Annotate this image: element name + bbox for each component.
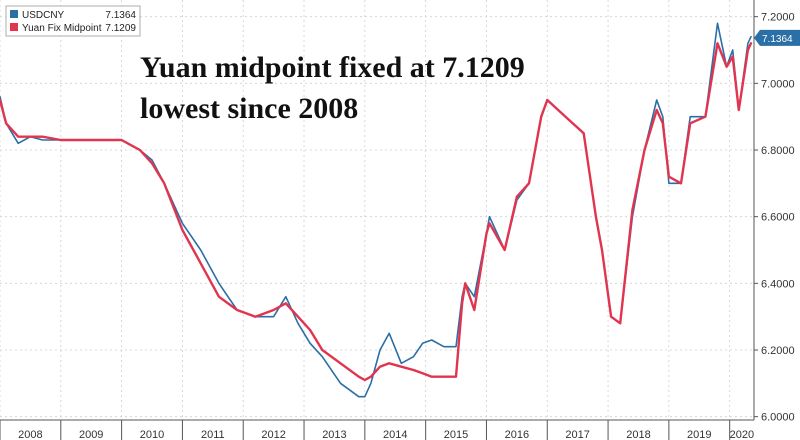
- legend-swatch-usdcny: [10, 10, 18, 18]
- grid: [0, 0, 754, 420]
- y-tick-label: 6.0000: [761, 412, 795, 424]
- legend-swatch-yuan-fix: [10, 23, 18, 31]
- legend-label-yuan-fix: Yuan Fix Midpoint: [22, 23, 102, 34]
- legend-value-yuan-fix: 7.1209: [105, 23, 136, 34]
- y-tick-label: 6.6000: [761, 212, 795, 224]
- legend-box: [5, 5, 141, 37]
- x-tick-label: 2018: [626, 429, 650, 440]
- legend-label-usdcny: USDCNY: [22, 10, 65, 21]
- x-tick-label: 2017: [565, 429, 589, 440]
- x-tick-label: 2016: [505, 429, 529, 440]
- y-tick-label: 6.8000: [761, 145, 795, 157]
- x-tick-label: 2013: [322, 429, 346, 440]
- x-axis-ticks: 2008 2009 2010 2011 2012 2013 2014 2015 2016 2017…: [0, 420, 754, 440]
- y-tick-label: 6.4000: [761, 278, 795, 290]
- x-tick-label: 2011: [201, 429, 225, 440]
- x-tick-label: 2009: [79, 429, 103, 440]
- annotation-line-2: lowest since 2008: [140, 92, 358, 125]
- y-tick-label: 7.2000: [761, 12, 795, 24]
- last-value-badge: 7.1364: [754, 29, 800, 46]
- annotation-line-1: Yuan midpoint fixed at 7.1209: [140, 51, 525, 84]
- series-line-yuan-fix: [0, 42, 753, 382]
- x-tick-label: 2008: [18, 429, 42, 440]
- last-value-badge-bg: [754, 29, 800, 46]
- x-tick-label: 2015: [444, 429, 468, 440]
- last-value-text: 7.1364: [762, 34, 793, 45]
- x-tick-label: 2020: [730, 429, 754, 440]
- legend: USDCNY 7.1364 Yuan Fix Midpoint 7.1209: [5, 5, 141, 37]
- x-tick-label: 2014: [383, 429, 407, 440]
- y-axis-ticks: 6.0000 6.2000 6.4000 6.6000 6.8000 7.0000 7.20…: [754, 12, 795, 424]
- x-tick-label: 2019: [687, 429, 711, 440]
- y-tick-label: 6.2000: [761, 345, 795, 357]
- legend-value-usdcny: 7.1364: [105, 10, 136, 21]
- x-tick-label: 2010: [140, 429, 164, 440]
- y-tick-label: 7.0000: [761, 78, 795, 90]
- x-tick-label: 2012: [261, 429, 285, 440]
- series-layer: [0, 22, 753, 398]
